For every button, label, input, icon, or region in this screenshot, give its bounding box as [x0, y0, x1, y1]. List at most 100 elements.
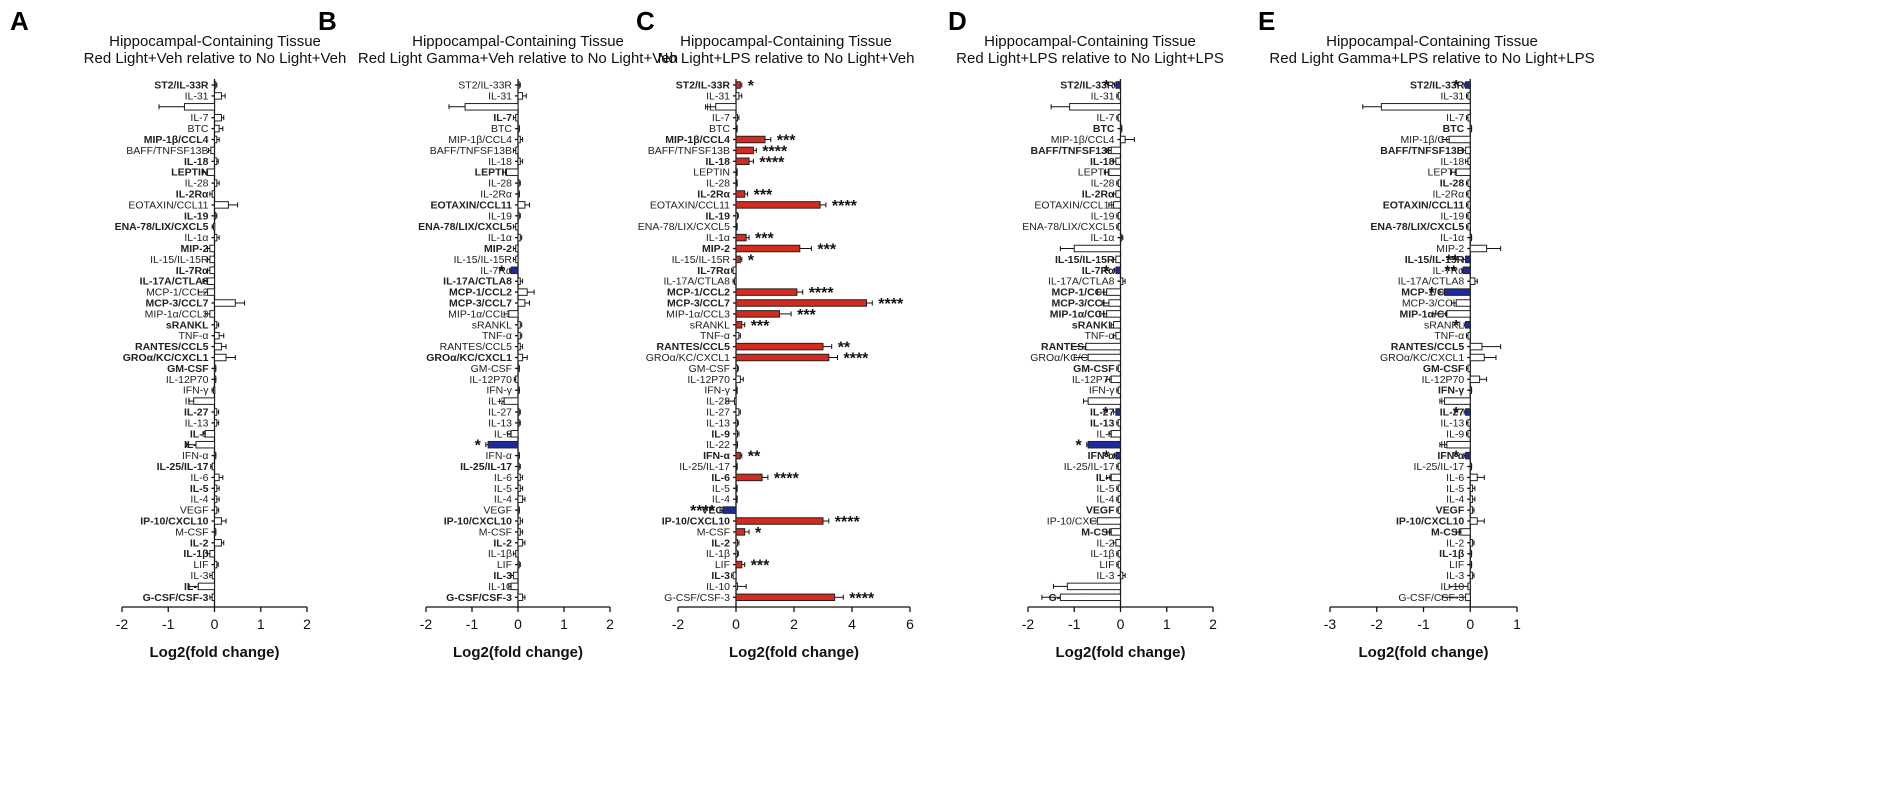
- category-label: BTC: [491, 123, 512, 135]
- significance-marker: ****: [878, 296, 904, 313]
- category-label: IL-4: [190, 494, 208, 506]
- bar: [1120, 571, 1124, 580]
- bar: [1115, 81, 1121, 89]
- category-label: LEPTIN: [1427, 167, 1464, 179]
- category-label: IL-1β: [183, 548, 209, 560]
- bar: [1467, 419, 1471, 427]
- bar: [735, 560, 743, 569]
- x-tick-label: 2: [303, 616, 311, 632]
- x-axis-title: Log2(fold change): [729, 644, 859, 661]
- bar: [214, 539, 222, 547]
- category-label: IL-19: [1440, 210, 1464, 222]
- bar: [1110, 375, 1121, 384]
- bar: [1460, 528, 1471, 536]
- category-label: sRANKL: [472, 319, 512, 331]
- category-label: IL-28: [1091, 178, 1115, 190]
- x-tick-label: 1: [560, 616, 568, 632]
- bar: [1469, 473, 1478, 482]
- category-label: IL-1α: [184, 232, 208, 244]
- category-label: IL-10: [488, 581, 512, 593]
- x-axis-title: Log2(fold change): [1056, 644, 1186, 661]
- category-label: BTC: [709, 123, 730, 135]
- bar: [1467, 92, 1471, 100]
- category-label: IL-19: [184, 210, 209, 222]
- significance-marker: ****: [832, 198, 858, 215]
- category-label: IL-3: [1446, 570, 1464, 582]
- category-label: IFN-α: [486, 450, 512, 462]
- bar: [214, 201, 229, 209]
- bar: [207, 288, 215, 296]
- bar: [1469, 495, 1474, 503]
- significance-marker: *: [1103, 449, 1110, 466]
- bar: [1467, 331, 1471, 340]
- bar: [1469, 342, 1483, 351]
- bar: [214, 408, 218, 416]
- bar: [1117, 549, 1121, 558]
- category-label: IL-4: [494, 494, 512, 506]
- bar: [211, 190, 215, 198]
- category-label: LIF: [715, 559, 730, 571]
- category-label: IL-28: [488, 178, 512, 190]
- bar: [214, 233, 218, 242]
- category-label: MIP-1α/CCL3: [1050, 308, 1115, 320]
- category-label: IL-6: [1446, 472, 1464, 484]
- significance-marker: ***: [755, 231, 774, 248]
- bar: [214, 473, 220, 482]
- bar: [1455, 299, 1471, 307]
- category-label: M-CSF: [697, 526, 730, 538]
- bar: [517, 495, 524, 503]
- category-label: TNF-α: [1085, 330, 1115, 342]
- bar: [1106, 288, 1121, 296]
- bar: [1120, 277, 1124, 285]
- panel-subtitle: Red Light+Veh relative to No Light+Veh: [84, 50, 347, 67]
- category-label: IL-28: [1440, 178, 1465, 190]
- bar: [1110, 473, 1121, 482]
- bar: [1467, 582, 1471, 591]
- category-label: M-CSF: [479, 526, 512, 538]
- category-label: sRANKL: [690, 319, 730, 331]
- category-label: ST2/IL-33R: [1060, 80, 1115, 92]
- significance-marker: ***: [754, 187, 773, 204]
- category-label: IL-28: [706, 178, 730, 190]
- bar: [214, 484, 218, 493]
- category-label: IL-19: [488, 210, 512, 222]
- category-label: MCP-3/CCL7: [449, 298, 512, 310]
- bar: [735, 419, 738, 427]
- bar: [214, 331, 220, 340]
- bar: [1087, 440, 1121, 449]
- category-label: IL-12P70: [469, 374, 512, 386]
- category-label: IL-12P70: [166, 374, 209, 386]
- bar: [211, 571, 215, 580]
- bar: [735, 451, 741, 460]
- x-tick-label: 1: [257, 616, 265, 632]
- category-label: ST2/IL-33R: [676, 80, 731, 92]
- bar: [1467, 190, 1471, 198]
- x-tick-label: 0: [732, 616, 740, 632]
- bar: [735, 157, 750, 166]
- panel-subtitle: Red Light Gamma+Veh relative to No Light…: [358, 50, 678, 67]
- significance-marker: *: [1453, 78, 1460, 95]
- x-tick-label: 2: [606, 616, 614, 632]
- category-label: MIP-1β/CCL4: [448, 134, 512, 146]
- category-label: IL-19: [705, 210, 730, 222]
- bar: [214, 157, 218, 166]
- category-label: IL-17A/CTLA8: [140, 276, 209, 288]
- bar: [1465, 255, 1471, 264]
- category-label: ENA-78/LIX/CXCL5: [1370, 221, 1464, 233]
- category-label: IL-2: [493, 537, 512, 549]
- category-label: IL-6: [494, 472, 512, 484]
- category-label: IL-27: [184, 407, 209, 419]
- significance-marker: *: [755, 525, 762, 542]
- bar: [510, 266, 519, 275]
- bar: [517, 353, 524, 362]
- category-label: VEGF: [1436, 505, 1465, 517]
- bar: [517, 201, 526, 209]
- x-tick-label: 2: [790, 616, 798, 632]
- category-label: MCP-1/CCL2: [146, 287, 209, 299]
- bar: [732, 571, 737, 580]
- category-label: VEGF: [180, 505, 209, 517]
- bar: [517, 277, 521, 285]
- bar: [1115, 255, 1121, 264]
- category-label: IL-23: [706, 396, 730, 408]
